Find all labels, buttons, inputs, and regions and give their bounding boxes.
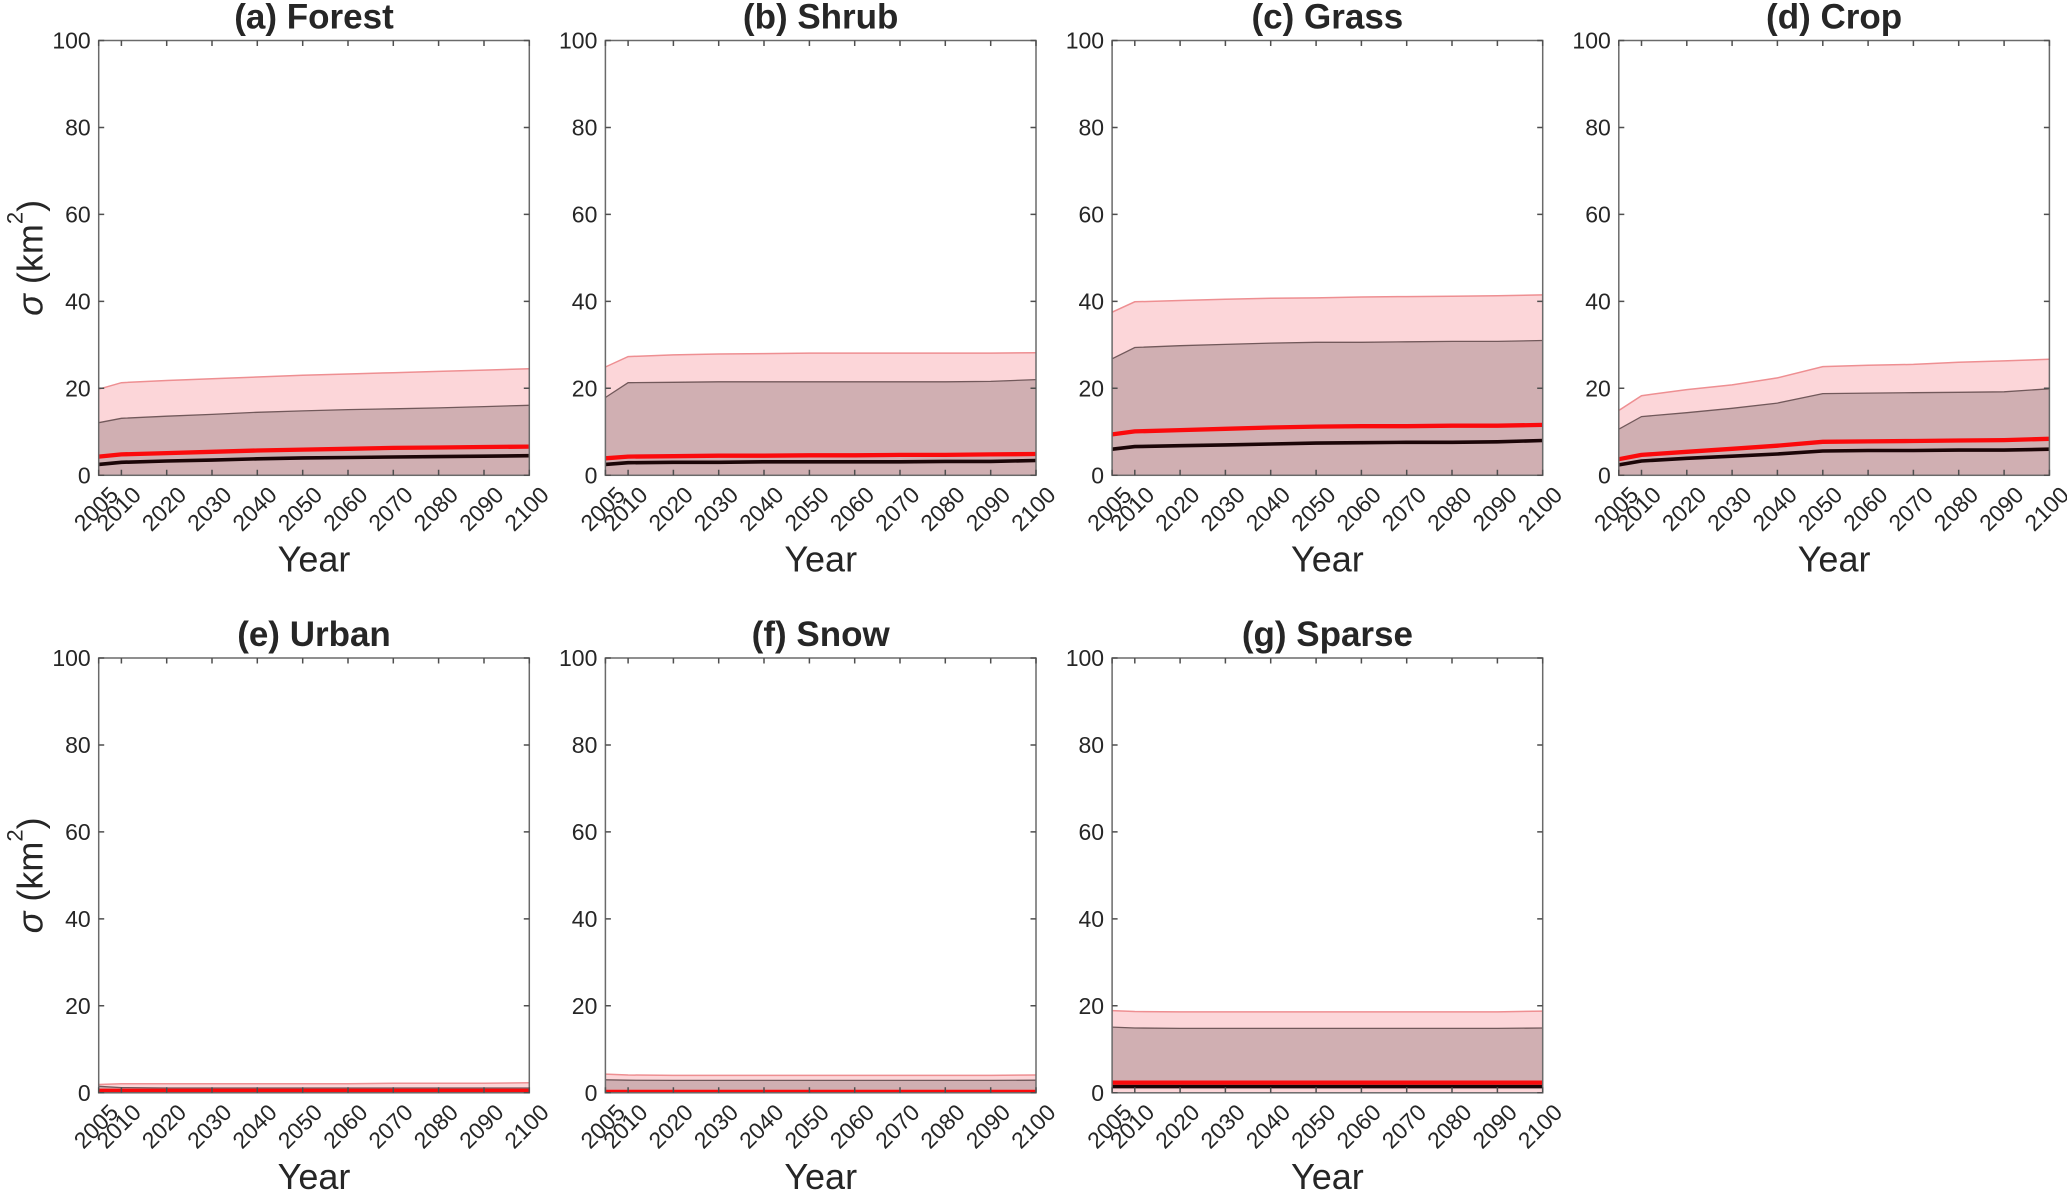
svg-text:0: 0 [78,463,91,489]
svg-text:80: 80 [1079,732,1105,758]
svg-text:80: 80 [65,732,91,758]
svg-text:100: 100 [559,28,597,54]
svg-text:100: 100 [1066,645,1104,671]
svg-text:40: 40 [65,906,91,932]
svg-text:80: 80 [1079,115,1105,141]
svg-text:80: 80 [1585,115,1611,141]
svg-text:100: 100 [52,645,90,671]
svg-text:60: 60 [65,202,91,228]
svg-text:Year: Year [784,538,857,579]
svg-text:20: 20 [65,993,91,1019]
svg-text:20: 20 [1079,376,1105,402]
svg-text:Year: Year [278,1156,351,1191]
svg-text:100: 100 [1066,28,1104,54]
svg-text:0: 0 [585,463,598,489]
svg-text:(f) Snow: (f) Snow [752,615,891,654]
svg-text:Year: Year [1291,538,1364,579]
svg-text:100: 100 [52,28,90,54]
svg-text:60: 60 [572,819,598,845]
svg-text:(g) Sparse: (g) Sparse [1242,615,1413,654]
svg-text:0: 0 [585,1080,598,1106]
svg-text:0: 0 [1598,463,1611,489]
svg-text:Year: Year [278,538,351,579]
svg-text:0: 0 [1091,463,1104,489]
svg-text:80: 80 [65,115,91,141]
svg-text:Year: Year [1798,538,1871,579]
svg-text:Year: Year [1291,1156,1364,1191]
svg-text:(e) Urban: (e) Urban [237,615,391,654]
svg-text:(a) Forest: (a) Forest [234,0,394,37]
svg-text:80: 80 [572,115,598,141]
svg-text:0: 0 [1091,1080,1104,1106]
svg-text:40: 40 [1585,289,1611,315]
svg-text:(c) Grass: (c) Grass [1252,0,1404,37]
svg-text:100: 100 [559,645,597,671]
svg-text:60: 60 [1079,202,1105,228]
svg-text:40: 40 [65,289,91,315]
svg-text:60: 60 [1079,819,1105,845]
svg-text:20: 20 [572,376,598,402]
svg-text:60: 60 [65,819,91,845]
svg-text:80: 80 [572,732,598,758]
svg-text:40: 40 [572,906,598,932]
svg-text:40: 40 [1079,289,1105,315]
svg-text:40: 40 [572,289,598,315]
svg-text:(b) Shrub: (b) Shrub [743,0,899,37]
svg-text:Year: Year [784,1156,857,1191]
svg-text:60: 60 [1585,202,1611,228]
svg-text:60: 60 [572,202,598,228]
svg-text:20: 20 [572,993,598,1019]
svg-text:(d) Crop: (d) Crop [1766,0,1902,37]
svg-text:100: 100 [1572,28,1610,54]
svg-text:20: 20 [1585,376,1611,402]
svg-text:0: 0 [78,1080,91,1106]
svg-text:20: 20 [1079,993,1105,1019]
svg-text:40: 40 [1079,906,1105,932]
svg-text:20: 20 [65,376,91,402]
